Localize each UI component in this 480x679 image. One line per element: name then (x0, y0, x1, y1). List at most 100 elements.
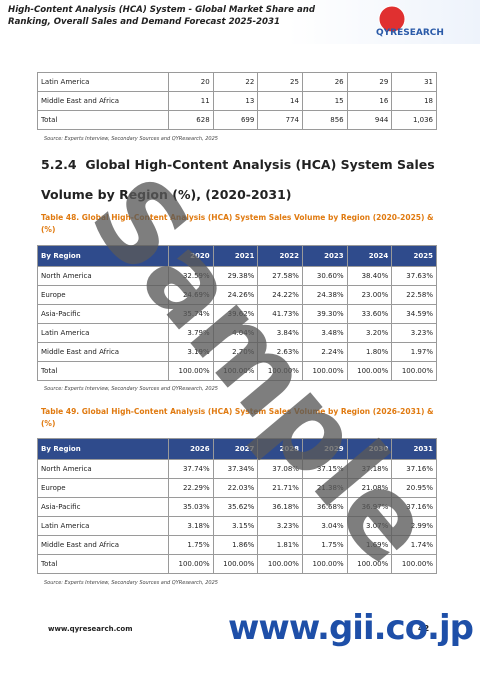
table-cell: 24.38% (301, 285, 348, 305)
table-cell: 29 (346, 72, 393, 92)
table-cell: 3.18% (168, 516, 214, 536)
table-cell: 1.80% (346, 342, 393, 362)
table-cell: Latin America (37, 516, 169, 536)
table-caption: Table 49. Global High-Content Analysis (… (41, 407, 434, 428)
logo-globe-line (378, 5, 406, 33)
table-cell: 15 (301, 91, 348, 111)
table-cell: 37.74% (168, 459, 214, 479)
header-cell: 2022 (257, 245, 303, 267)
table-row: Middle East and Africa 3.19% 2.70% 2.63% 2.2… (37, 342, 437, 362)
table-cell: 100.00% (391, 554, 437, 574)
table-cell: Europe (37, 478, 169, 498)
table-row: North America 32.59% 29.38% 27.58% 30.60% 38.… (37, 266, 437, 286)
table-cell: North America (37, 459, 169, 479)
table: By Region 2026 2027 2028 2029 2030 2031 North A… (37, 438, 437, 574)
table-cell: 31 (391, 72, 437, 92)
table-cell: 100.00% (391, 361, 437, 381)
logo-text: QYRESEARCH (376, 28, 444, 38)
table-cell: 34.59% (391, 304, 437, 324)
table-cell: 3.23% (391, 323, 437, 343)
header-cell: 2024 (346, 245, 393, 267)
table-cell: 3.15% (212, 516, 259, 536)
table-cell: 100.00% (168, 554, 214, 574)
table-cell: 774 (257, 110, 303, 130)
logo-globe (379, 6, 405, 32)
table-row: Total 100.00% 100.00% 100.00% 100.00% 100.00%… (37, 554, 437, 574)
table-cell: 1.75% (168, 535, 214, 555)
table-row: Europe 24.69% 24.26% 24.22% 24.38% 23.00% 22.5… (37, 285, 437, 305)
header-cell: By Region (37, 438, 169, 460)
table-cell: 35.03% (168, 497, 214, 517)
table-cell: Middle East and Africa (37, 535, 169, 555)
table-cell: 22.29% (168, 478, 214, 498)
table-cell: 39.30% (301, 304, 348, 324)
source: Source: Experts Interview, Secondary Sou… (44, 136, 218, 142)
table-cell: 3.23% (257, 516, 303, 536)
table-cell: 20 (168, 72, 214, 92)
table-cell: 38.40% (346, 266, 393, 286)
table: Latin America 20 22 25 26 29 31 Middle East and… (37, 72, 437, 130)
table-cell: 14 (257, 91, 303, 111)
section-title: Global High-Content Analysis (HCA) Syste… (41, 157, 435, 202)
table-cell: 944 (346, 110, 393, 130)
table-cell: 25 (257, 72, 303, 92)
table-cell: 30.60% (301, 266, 348, 286)
table-cell: Latin America (37, 72, 169, 92)
table-cell: 13 (212, 91, 259, 111)
table-cell: 699 (212, 110, 259, 130)
table-cell: Total (37, 361, 169, 381)
table-row: Total 100.00% 100.00% 100.00% 100.00% 100.00%… (37, 361, 437, 381)
table-cell: 33.60% (346, 304, 393, 324)
table-cell: 856 (301, 110, 348, 130)
table-cell: 37.63% (391, 266, 437, 286)
table-cell: 37.34% (212, 459, 259, 479)
header-cell: 2026 (168, 438, 214, 460)
page-number: 42 (418, 624, 430, 633)
table-cell: 22.58% (391, 285, 437, 305)
table-cell: 18 (391, 91, 437, 111)
table-cell: Asia-Pacific (37, 497, 169, 517)
header-cell: 2027 (212, 438, 259, 460)
header-cell: 2025 (391, 245, 437, 267)
table-row: Middle East and Africa 11 13 14 15 16 18 (37, 91, 437, 111)
header-row: By Region 2020 2021 2022 2023 2024 2025 (37, 245, 437, 267)
section-number: 5.2.4 (41, 157, 77, 172)
logo: QYRESEARCH (376, 5, 444, 38)
header-cell: 2023 (301, 245, 348, 267)
table-cell: 1.81% (257, 535, 303, 555)
table-cell: 26 (301, 72, 348, 92)
table-cell: Total (37, 554, 169, 574)
table-cell: Total (37, 110, 169, 130)
table-cell: 3.20% (346, 323, 393, 343)
table-cell: 100.00% (212, 554, 259, 574)
table-cell: North America (37, 266, 169, 286)
table-row: Total 628 699 774 856 944 1,036 (37, 110, 437, 130)
header-row: By Region 2026 2027 2028 2029 2030 2031 (37, 438, 437, 460)
table-cell: 22.03% (212, 478, 259, 498)
table-cell: 100.00% (257, 554, 303, 574)
site-watermark: www.gii.co.jp (228, 608, 474, 648)
table-row: Asia-Pacific 35.74% 39.62% 41.73% 39.30% 33.6… (37, 304, 437, 324)
table-cell: 100.00% (346, 361, 393, 381)
table-cell: 23.00% (346, 285, 393, 305)
header-title: High-Content Analysis (HCA) System - Glo… (8, 5, 316, 27)
table-cell: 628 (168, 110, 214, 130)
table-cell: 35.62% (212, 497, 259, 517)
header-cell: 2021 (212, 245, 259, 267)
footer-url: www.qyresearch.com (48, 625, 133, 633)
table-row: North America 37.74% 37.34% 37.08% 37.15% 37.… (37, 459, 437, 479)
table-row: Latin America 20 22 25 26 29 31 (37, 72, 437, 92)
header-cell: By Region (37, 245, 169, 267)
table-cell: Middle East and Africa (37, 91, 169, 111)
table-cell: 11 (168, 91, 214, 111)
table-caption: Table 48. Global High-Content Analysis (… (41, 213, 434, 234)
table-cell: 1.97% (391, 342, 437, 362)
table-cell: 16 (346, 91, 393, 111)
table: By Region 2020 2021 2022 2023 2024 2025 North A… (37, 245, 437, 381)
table-cell: Middle East and Africa (37, 342, 169, 362)
table-row: Latin America 3.18% 3.15% 3.23% 3.04% 3.07% 2.… (37, 516, 437, 536)
table-row: Asia-Pacific 35.03% 35.62% 36.18% 36.68% 36.9… (37, 497, 437, 517)
table-cell: 1.86% (212, 535, 259, 555)
header-cell: 2030 (346, 438, 393, 460)
